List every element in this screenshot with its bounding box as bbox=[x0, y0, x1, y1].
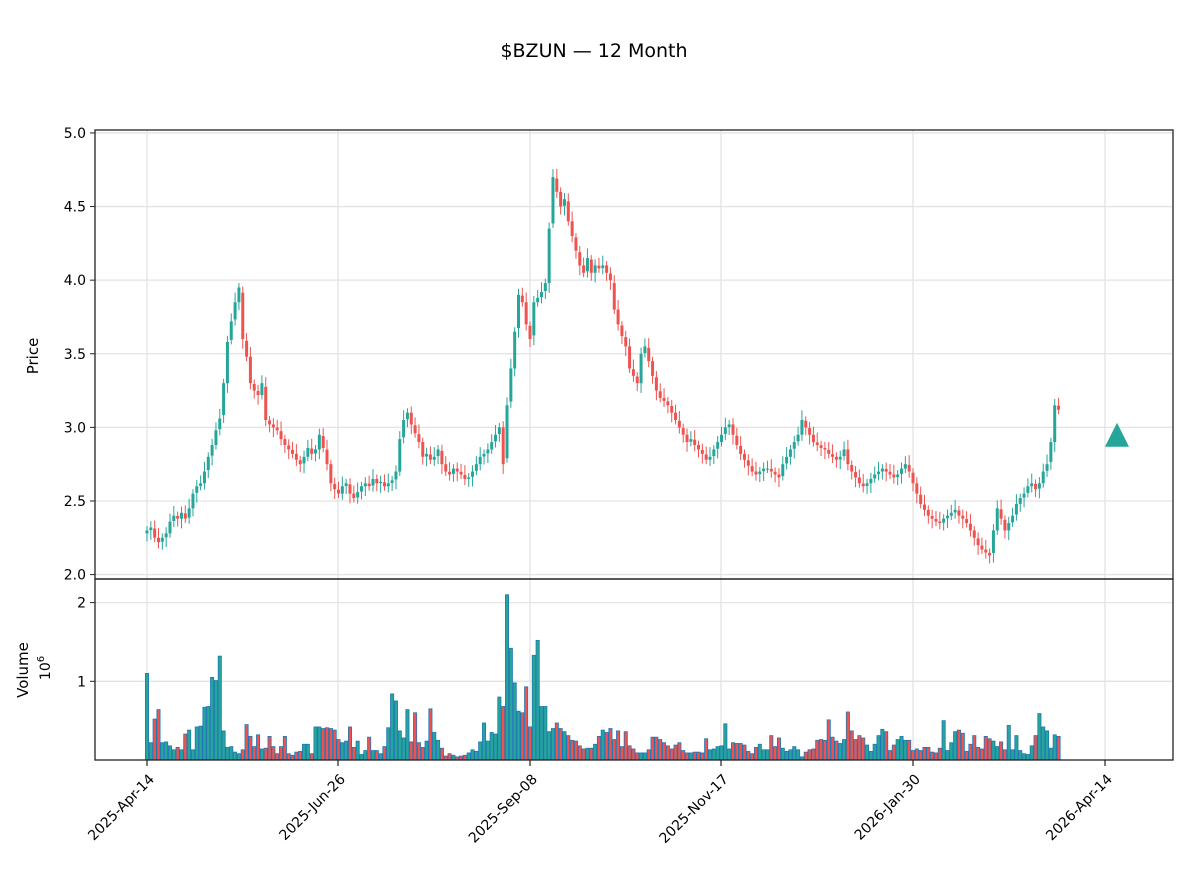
volume-grid bbox=[95, 579, 1173, 760]
svg-text:2: 2 bbox=[77, 596, 86, 612]
svg-text:2025-Sep-08: 2025-Sep-08 bbox=[466, 772, 541, 847]
volume-axis-label: Volume bbox=[14, 642, 32, 698]
price-panel-frame bbox=[94, 129, 1174, 580]
svg-text:2025-Nov-17: 2025-Nov-17 bbox=[657, 772, 732, 847]
volume-scale-label: 106 bbox=[36, 656, 54, 680]
svg-text:5.0: 5.0 bbox=[64, 126, 86, 142]
svg-text:1: 1 bbox=[77, 674, 86, 690]
volume-panel-frame bbox=[94, 578, 1174, 761]
svg-text:2026-Jan-30: 2026-Jan-30 bbox=[852, 772, 924, 844]
svg-text:2025-Apr-14: 2025-Apr-14 bbox=[85, 771, 158, 844]
volume-bars bbox=[144, 594, 1061, 761]
price-grid bbox=[95, 130, 1173, 579]
price-y-axis: 2.0 2.5 3.0 3.5 4.0 4.5 5.0 bbox=[64, 126, 95, 584]
svg-text:2025-Jun-26: 2025-Jun-26 bbox=[277, 771, 349, 843]
svg-text:4.0: 4.0 bbox=[64, 273, 86, 289]
price-candles bbox=[145, 168, 1061, 564]
chart-title: $BZUN — 12 Month bbox=[500, 40, 688, 62]
svg-text:3.0: 3.0 bbox=[64, 420, 86, 436]
svg-text:2.5: 2.5 bbox=[64, 494, 86, 510]
svg-text:2026-Apr-14: 2026-Apr-14 bbox=[1043, 771, 1116, 844]
volume-y-axis: 12 bbox=[77, 596, 95, 690]
svg-text:2.0: 2.0 bbox=[64, 568, 86, 584]
svg-text:4.5: 4.5 bbox=[64, 200, 86, 216]
price-axis-label: Price bbox=[24, 338, 42, 375]
triangle-up-marker-icon bbox=[1105, 422, 1129, 447]
svg-text:3.5: 3.5 bbox=[64, 347, 86, 363]
x-axis: 2025-Apr-14 2025-Jun-26 2025-Sep-08 2025-No… bbox=[85, 760, 1116, 847]
